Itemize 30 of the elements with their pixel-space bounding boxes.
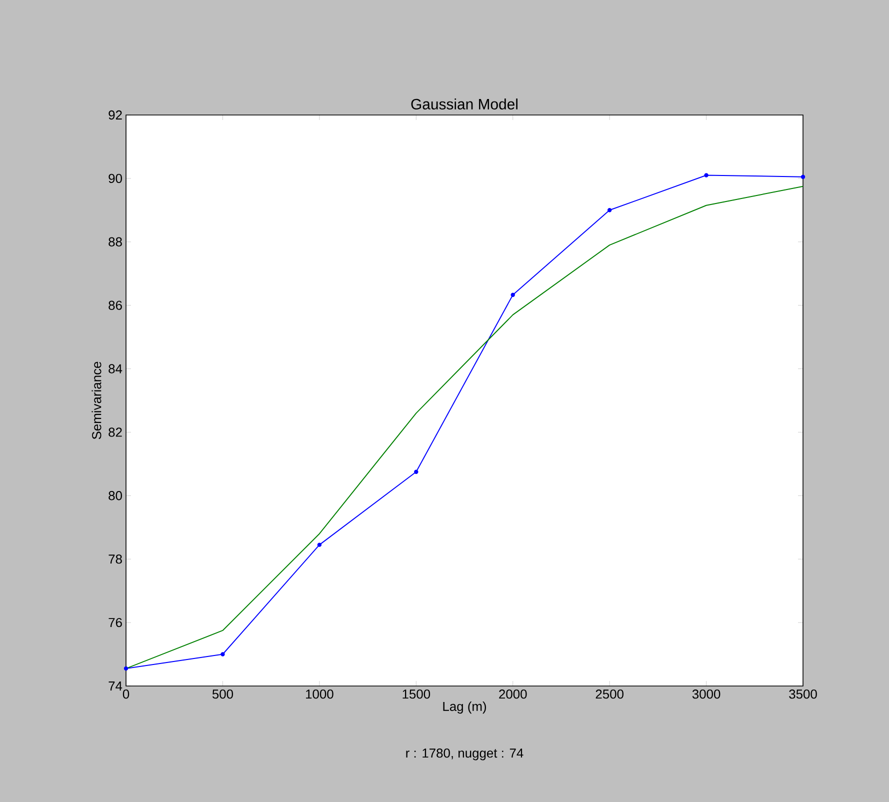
y-tick-label: 82 xyxy=(108,428,122,437)
point xyxy=(607,208,612,212)
point xyxy=(704,173,708,178)
point xyxy=(414,470,418,474)
chart-title: Gaussian Model xyxy=(411,98,518,110)
x-tick-label: 1000 xyxy=(306,690,334,699)
y-tick-label: 80 xyxy=(108,491,122,500)
x-tick-label: 3000 xyxy=(692,690,720,699)
point xyxy=(510,292,515,297)
point xyxy=(800,174,806,179)
y-tick-label: 92 xyxy=(108,110,122,120)
x-tick-label: 3500 xyxy=(789,690,817,699)
y-tick-label: 74 xyxy=(108,682,122,690)
y-tick-label: 78 xyxy=(108,554,122,564)
y-tick-label: 84 xyxy=(108,364,122,374)
x-axis-title: Lag (m) xyxy=(443,702,486,714)
x-tick-label: 1500 xyxy=(402,690,430,699)
y-tick-label: 76 xyxy=(108,618,122,628)
text: r : 1780, nugget : 74 xyxy=(406,748,524,760)
y-axis-title: Semivariance xyxy=(92,362,102,440)
x-tick-label: 2000 xyxy=(499,690,527,699)
point xyxy=(220,652,225,656)
x-tick-label: 2500 xyxy=(596,690,624,699)
y-tick-label: 86 xyxy=(108,300,122,310)
point xyxy=(317,542,322,547)
x-tick-label: 0 xyxy=(122,690,130,699)
y-tick-label: 90 xyxy=(108,174,122,184)
y-tick-label: 88 xyxy=(108,237,122,246)
point xyxy=(124,666,128,671)
x-tick-label: 500 xyxy=(212,690,234,699)
